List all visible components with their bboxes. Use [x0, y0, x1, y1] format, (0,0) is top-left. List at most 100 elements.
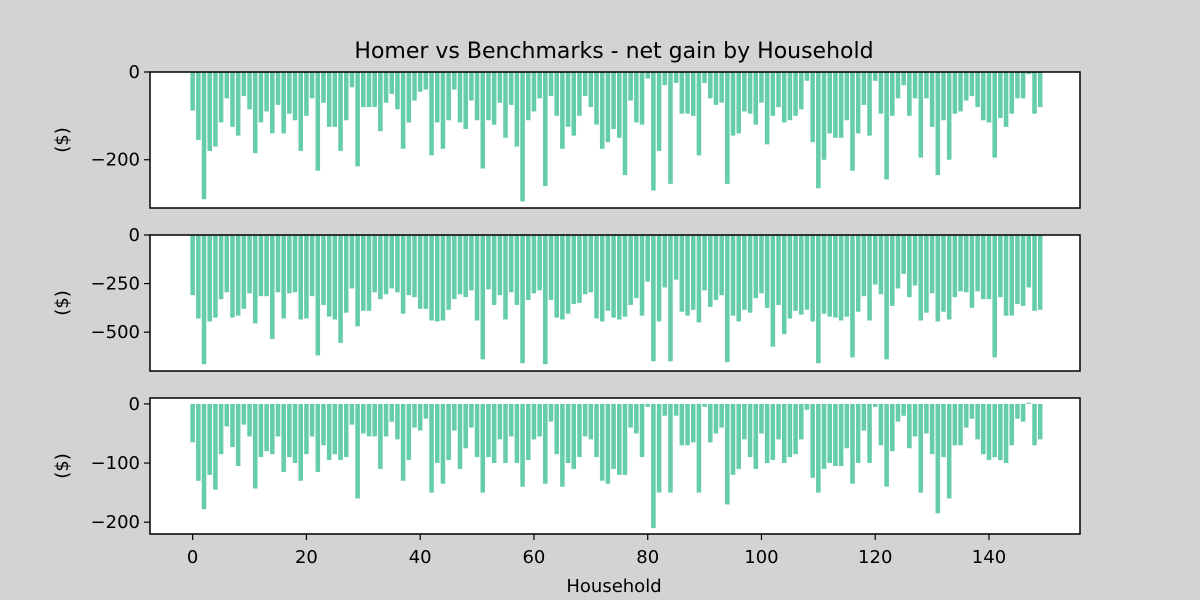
bar [474, 403, 480, 458]
bar [1015, 235, 1020, 304]
bar [901, 72, 906, 86]
bar [543, 235, 548, 365]
bar [361, 403, 366, 434]
bar [1026, 72, 1032, 75]
bar [389, 235, 395, 289]
bar [292, 403, 298, 464]
panel-2: 0 −250 −500 ($) [52, 225, 1081, 372]
bar [1009, 235, 1015, 316]
bar [372, 403, 377, 437]
bar [651, 72, 656, 191]
bar [656, 235, 662, 322]
bar [230, 403, 235, 448]
bar [287, 403, 292, 458]
bar [850, 235, 855, 358]
bar [776, 235, 781, 305]
bar [969, 403, 975, 419]
bar [821, 235, 827, 314]
bar [548, 235, 554, 301]
bar [998, 235, 1003, 298]
bar [270, 72, 275, 134]
bar [1003, 403, 1009, 464]
bar [469, 72, 474, 101]
bar [929, 72, 935, 127]
bar [383, 403, 389, 437]
bar [287, 72, 292, 114]
bar [548, 72, 554, 97]
bar [497, 403, 503, 440]
bar [884, 403, 889, 487]
bar [406, 72, 412, 123]
bar [639, 403, 645, 458]
panel-1-bars [190, 72, 1043, 202]
bar [793, 403, 798, 455]
bar [679, 72, 685, 114]
bar [963, 72, 969, 101]
bar [827, 403, 832, 464]
bar [207, 403, 212, 475]
bar [258, 72, 264, 123]
bar [713, 72, 719, 105]
bar [230, 72, 235, 127]
bar [662, 403, 668, 416]
bar [361, 235, 366, 311]
bar [708, 72, 713, 99]
bar [816, 403, 821, 493]
bar [850, 72, 855, 171]
bar [696, 403, 702, 493]
x-tick-label: 100 [744, 547, 778, 568]
bar [577, 72, 582, 116]
bar [235, 72, 241, 136]
bar [781, 235, 787, 335]
x-tick-label: 140 [972, 547, 1006, 568]
bar [759, 235, 764, 294]
bar [372, 72, 377, 108]
bar [890, 235, 895, 306]
bar [1032, 72, 1037, 114]
bar [668, 403, 673, 493]
bar [298, 403, 304, 481]
bar [548, 403, 554, 422]
bar [349, 72, 355, 88]
bar [1026, 235, 1032, 288]
bar [241, 235, 247, 309]
y-tick-label: −500 [91, 322, 140, 343]
bar [690, 235, 696, 310]
bar [946, 235, 952, 320]
bar [696, 72, 702, 156]
bar [634, 403, 639, 434]
bar [952, 403, 958, 446]
bar [366, 72, 372, 108]
bar [969, 72, 975, 97]
bar [1003, 72, 1009, 127]
bar [639, 72, 645, 125]
panels: 0 −200 ($) 0 −250 −500 ($) 0 −100 −200 ($) [52, 62, 1081, 535]
bar [452, 403, 457, 431]
bar [469, 403, 474, 428]
bar [1009, 72, 1015, 114]
bar [218, 72, 224, 123]
bar [554, 72, 559, 116]
bar [753, 403, 759, 469]
bar [736, 403, 741, 469]
y-tick-label: 0 [129, 394, 140, 415]
bar [224, 403, 230, 427]
bar [719, 403, 724, 428]
bar [690, 72, 696, 116]
bar [463, 403, 468, 449]
bar [366, 403, 372, 437]
bar [924, 235, 929, 313]
bar [543, 403, 548, 484]
bar [838, 403, 844, 466]
bar [981, 72, 986, 121]
bar [981, 235, 986, 300]
bar [582, 72, 588, 97]
bar [992, 72, 997, 158]
bar [912, 403, 918, 437]
bar [207, 235, 212, 322]
bar [804, 403, 810, 410]
bar [861, 235, 867, 297]
bar [417, 72, 423, 92]
bar [799, 235, 804, 315]
